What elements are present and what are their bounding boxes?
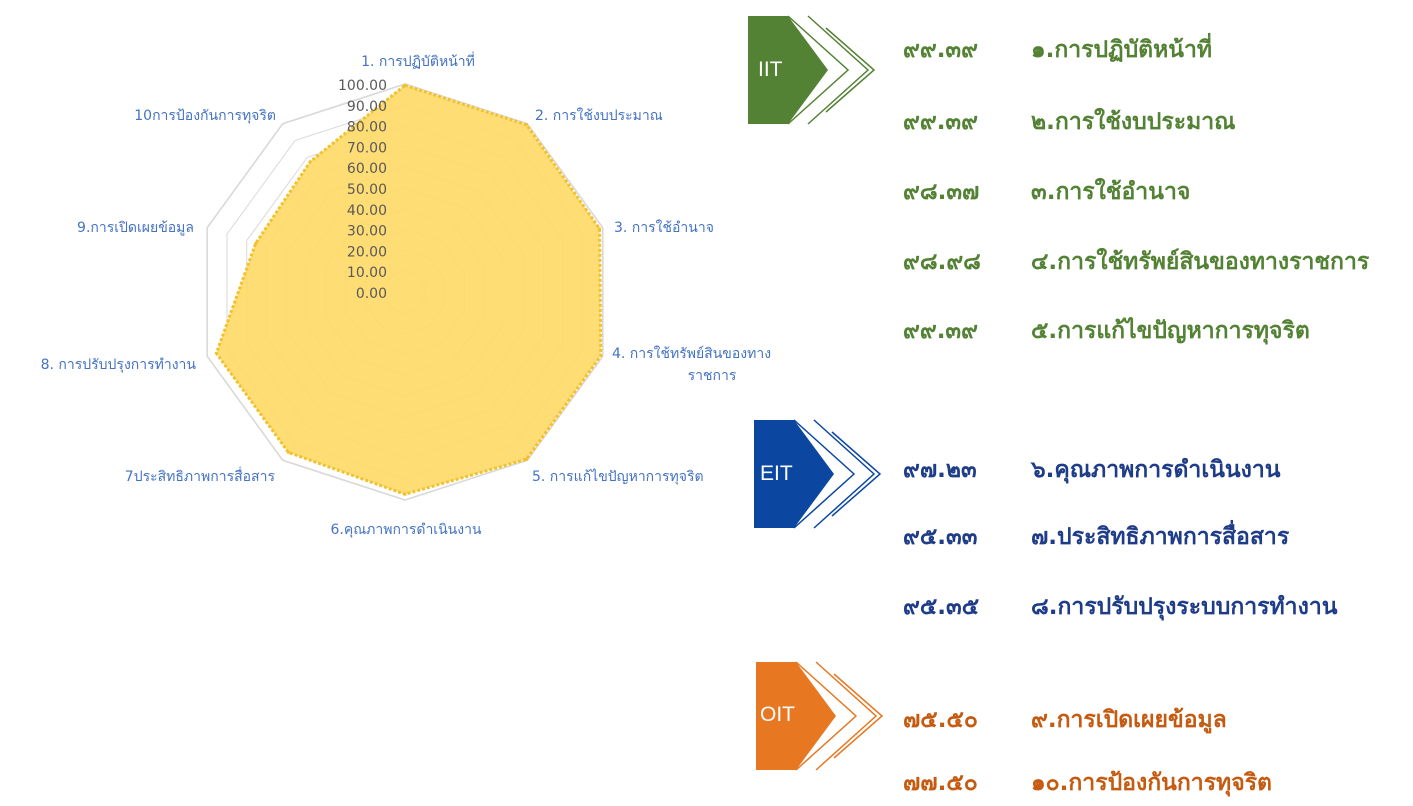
score-value: ๙๘.๙๘	[903, 249, 981, 275]
score-label: ๒.การใช้งบประมาณ	[1031, 109, 1236, 135]
radar-category-label: 1. การปฏิบัติหน้าที่	[361, 52, 475, 70]
radar-data-point	[403, 83, 407, 87]
score-row-iit-3: ๙๘.๓๗ ๓.การใช้อำนาจ	[903, 174, 1190, 210]
radar-chart: 0.00 10.00 20.00 30.00 40.00 50.00 60.00 70.00 8…	[41, 52, 771, 538]
score-label: ๘.การปรับปรุงระบบการทำงาน	[1031, 594, 1338, 620]
radar-category-label: 2. การใช้งบประมาณ	[535, 107, 663, 124]
radar-tick-label: 100.00	[338, 78, 387, 94]
score-label: ๕.การแก้ไขปัญหาการทุจริต	[1031, 318, 1310, 344]
score-row-eit-7: ๙๕.๓๓ ๗.ประสิทธิภาพการสื่อสาร	[903, 519, 1289, 555]
oit-badge-label: OIT	[760, 703, 795, 726]
score-value: ๙๙.๓๙	[903, 318, 978, 344]
score-row-eit-6: ๙๗.๒๓ ๖.คุณภาพการดำเนินงาน	[903, 452, 1281, 488]
radar-tick-label: 50.00	[347, 182, 387, 198]
score-value: ๗๕.๕๐	[903, 707, 978, 733]
score-value: ๙๙.๓๙	[903, 37, 978, 63]
radar-category-label: 7ประสิทธิภาพการสื่อสาร	[125, 467, 276, 485]
radar-tick-label: 30.00	[347, 224, 387, 240]
score-value: ๙๗.๒๓	[903, 457, 977, 483]
radar-category-label: 3. การใช้อำนาจ	[614, 219, 714, 236]
score-value: ๗๗.๕๐	[903, 770, 978, 796]
score-value: ๙๕.๓๕	[903, 594, 980, 620]
radar-data-point	[308, 160, 312, 164]
radar-tick-label: 40.00	[347, 203, 387, 219]
eit-badge-label: EIT	[760, 462, 793, 485]
score-row-oit-9: ๗๕.๕๐ ๙.การเปิดเผยข้อมูล	[903, 702, 1227, 738]
score-row-oit-10: ๗๗.๕๐ ๑๐.การป้องกันการทุจริต	[903, 765, 1272, 801]
score-label: ๖.คุณภาพการดำเนินงาน	[1031, 457, 1281, 483]
score-value: ๙๙.๓๙	[903, 109, 978, 135]
radar-tick-label: 0.00	[356, 286, 387, 302]
score-value: ๙๘.๓๗	[903, 179, 980, 205]
score-label: ๑๐.การป้องกันการทุจริต	[1031, 770, 1272, 796]
radar-tick-label: 90.00	[347, 99, 387, 115]
score-label: ๓.การใช้อำนาจ	[1031, 179, 1191, 205]
score-row-iit-2: ๙๙.๓๙ ๒.การใช้งบประมาณ	[903, 104, 1235, 140]
score-row-iit-5: ๙๙.๓๙ ๕.การแก้ไขปัญหาการทุจริต	[903, 313, 1310, 349]
eit-badge-icon	[754, 419, 882, 529]
radar-data-point	[525, 123, 529, 127]
score-row-eit-8: ๙๕.๓๕ ๘.การปรับปรุงระบบการทำงาน	[903, 589, 1337, 625]
radar-data-point	[598, 227, 602, 231]
radar-tick-label: 60.00	[347, 161, 387, 177]
radar-data-point	[403, 492, 407, 496]
radar-data-point	[599, 354, 603, 358]
score-label: ๑.การปฏิบัติหน้าที่	[1031, 37, 1213, 63]
radar-category-label: 10การป้องกันการทุจริต	[134, 108, 276, 124]
oit-badge-icon	[756, 661, 884, 771]
radar-series-area	[214, 83, 603, 496]
radar-data-point	[286, 450, 290, 454]
radar-category-label: 9.การเปิดเผยข้อมูล	[77, 220, 194, 236]
score-label: ๙.การเปิดเผยข้อมูล	[1031, 707, 1227, 733]
radar-tick-label: 20.00	[347, 244, 387, 260]
score-row-iit-1: ๙๙.๓๙ ๑.การปฏิบัติหน้าที่	[903, 32, 1212, 68]
radar-data-point	[254, 241, 258, 245]
score-row-iit-4: ๙๘.๙๘ ๔.การใช้ทรัพย์สินของทางราชการ	[903, 244, 1369, 280]
radar-category-label: 8. การปรับปรุงการทำงาน	[41, 357, 197, 373]
radar-category-label: 6.คุณภาพการดำเนินงาน	[330, 522, 481, 538]
radar-tick-label: 70.00	[347, 140, 387, 156]
score-value: ๙๕.๓๓	[903, 524, 978, 550]
radar-tick-label: 10.00	[347, 265, 387, 281]
radar-data-point	[525, 457, 529, 461]
score-label: ๔.การใช้ทรัพย์สินของทางราชการ	[1031, 249, 1370, 275]
radar-tick-label: 80.00	[347, 120, 387, 136]
radar-category-label: ราชการ	[688, 368, 737, 384]
iit-badge-label: IIT	[758, 58, 783, 81]
radar-grid-ring	[206, 83, 604, 501]
score-label: ๗.ประสิทธิภาพการสื่อสาร	[1031, 524, 1290, 550]
radar-category-label: 5. การแก้ไขปัญหาการทุจริต	[532, 468, 704, 485]
iit-badge-icon	[748, 15, 876, 125]
radar-data-point	[214, 351, 218, 355]
radar-category-label: 4. การใช้ทรัพย์สินของทาง	[612, 345, 771, 362]
